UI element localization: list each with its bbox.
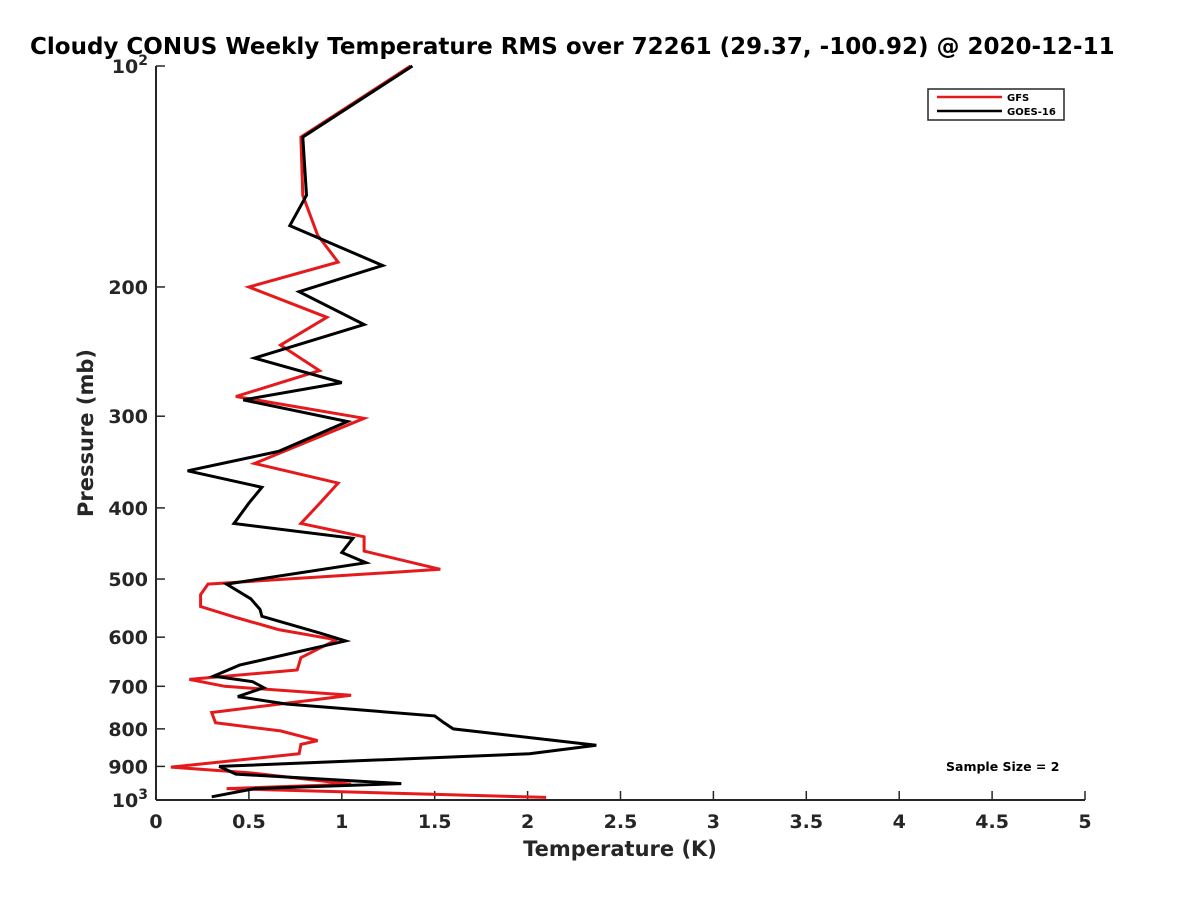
y-tick-label: 300 [108, 406, 148, 428]
series-line-gfs [170, 64, 547, 799]
x-tick-label: 1 [335, 811, 348, 833]
chart-title: Cloudy CONUS Weekly Temperature RMS over… [30, 34, 1115, 60]
x-tick-label: 0.5 [232, 811, 266, 833]
y-tick-label: 500 [108, 569, 148, 591]
x-tick-label: 3 [707, 811, 720, 833]
legend: GFS GOES-16 [927, 88, 1065, 121]
x-tick-label: 0 [149, 811, 162, 833]
y-tick-label: 800 [108, 719, 148, 741]
y-tick-exponent: 2 [138, 53, 148, 69]
y-tick-label: 700 [108, 676, 148, 698]
x-tick-label: 5 [1078, 811, 1091, 833]
series-lines [170, 64, 597, 799]
series-line-goes-16 [187, 64, 597, 799]
y-tick-base: 10 [112, 56, 138, 78]
y-tick-label: 600 [108, 627, 148, 649]
x-tick-label: 4.5 [975, 811, 1009, 833]
y-tick-label: 200 [108, 277, 148, 299]
legend-box [927, 88, 1065, 121]
x-tick-label: 3.5 [789, 811, 823, 833]
y-tick-base: 400 [108, 498, 148, 520]
y-tick-base: 700 [108, 676, 148, 698]
x-tick-label: 1.5 [418, 811, 452, 833]
y-tick-base: 10 [112, 790, 138, 812]
y-tick-base: 800 [108, 719, 148, 741]
y-tick-base: 500 [108, 569, 148, 591]
x-ticks: 0 0.5 1 1.5 2 2.5 3 3.5 4 4.5 5 [149, 791, 1092, 833]
y-tick-label: 103 [112, 787, 148, 812]
y-tick-base: 600 [108, 627, 148, 649]
x-tick-label: 2.5 [604, 811, 638, 833]
y-tick-exponent: 3 [138, 787, 148, 803]
legend-goes-label: GOES-16 [1007, 107, 1056, 118]
y-axis-label: Pressure (mb) [74, 349, 98, 517]
plot-area: 0 0.5 1 1.5 2 2.5 3 3.5 4 4.5 5 102200300400500600… [108, 53, 1091, 833]
y-tick-label: 900 [108, 756, 148, 778]
legend-gfs-label: GFS [1007, 93, 1029, 104]
x-axis-label: Temperature (K) [523, 837, 717, 861]
y-tick-base: 200 [108, 277, 148, 299]
sample-size-annotation: Sample Size = 2 [946, 759, 1059, 774]
x-tick-label: 4 [893, 811, 906, 833]
y-tick-base: 900 [108, 756, 148, 778]
x-tick-label: 2 [521, 811, 534, 833]
y-tick-label: 102 [112, 53, 148, 78]
y-tick-label: 400 [108, 498, 148, 520]
y-tick-base: 300 [108, 406, 148, 428]
